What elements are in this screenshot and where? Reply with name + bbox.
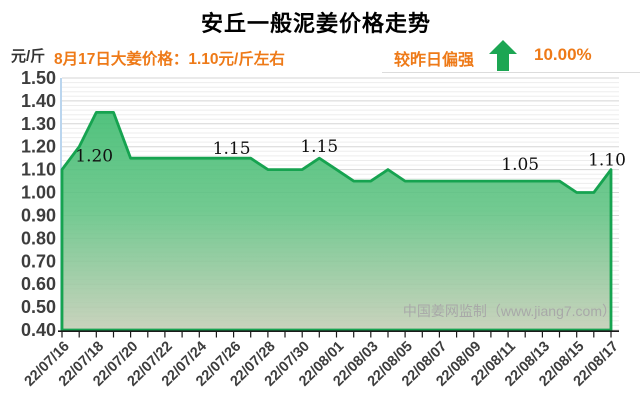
trend-status-label: 较昨日偏强 <box>394 52 475 69</box>
svg-text:1.40: 1.40 <box>21 91 56 111</box>
svg-text:0.90: 0.90 <box>21 206 56 226</box>
svg-text:0.60: 0.60 <box>21 274 56 294</box>
y-axis-unit-label: 元/斤 <box>11 48 46 65</box>
y-axis-labels: 0.40 0.50 0.60 0.70 0.800.90 1.00 1.10 1.20 1.30… <box>21 68 56 340</box>
x-axis-labels: 22/07/1622/07/1822/07/2022/07/2222/07/24… <box>22 339 622 390</box>
svg-text:1.05: 1.05 <box>501 155 539 175</box>
svg-text:1.15: 1.15 <box>213 139 251 159</box>
data-labels: 1.20 1.15 1.15 1.05 1.10 <box>75 137 626 175</box>
svg-text:1.20: 1.20 <box>75 147 113 167</box>
header-divider <box>382 72 640 73</box>
up-arrow-icon <box>489 40 517 71</box>
watermark: 中国姜网监制（www.jiang7.com） <box>402 303 616 319</box>
price-note: 8月17日大姜价格：1.10元/斤左右 <box>54 51 285 68</box>
svg-text:1.30: 1.30 <box>21 114 56 134</box>
trend-percent: 10.00% <box>534 45 592 64</box>
svg-text:0.70: 0.70 <box>21 251 56 271</box>
svg-text:0.50: 0.50 <box>21 297 56 317</box>
svg-text:1.00: 1.00 <box>21 183 56 203</box>
chart-title: 安丘一般泥姜价格走势 <box>200 11 431 36</box>
svg-text:0.80: 0.80 <box>21 228 56 248</box>
svg-text:1.10: 1.10 <box>588 151 626 171</box>
area-series <box>60 111 613 332</box>
svg-text:0.40: 0.40 <box>21 320 56 340</box>
svg-text:1.20: 1.20 <box>21 137 56 157</box>
x-axis-ticks <box>61 331 612 338</box>
svg-text:1.50: 1.50 <box>21 68 56 88</box>
svg-text:1.10: 1.10 <box>21 160 56 180</box>
svg-text:1.15: 1.15 <box>300 137 338 157</box>
